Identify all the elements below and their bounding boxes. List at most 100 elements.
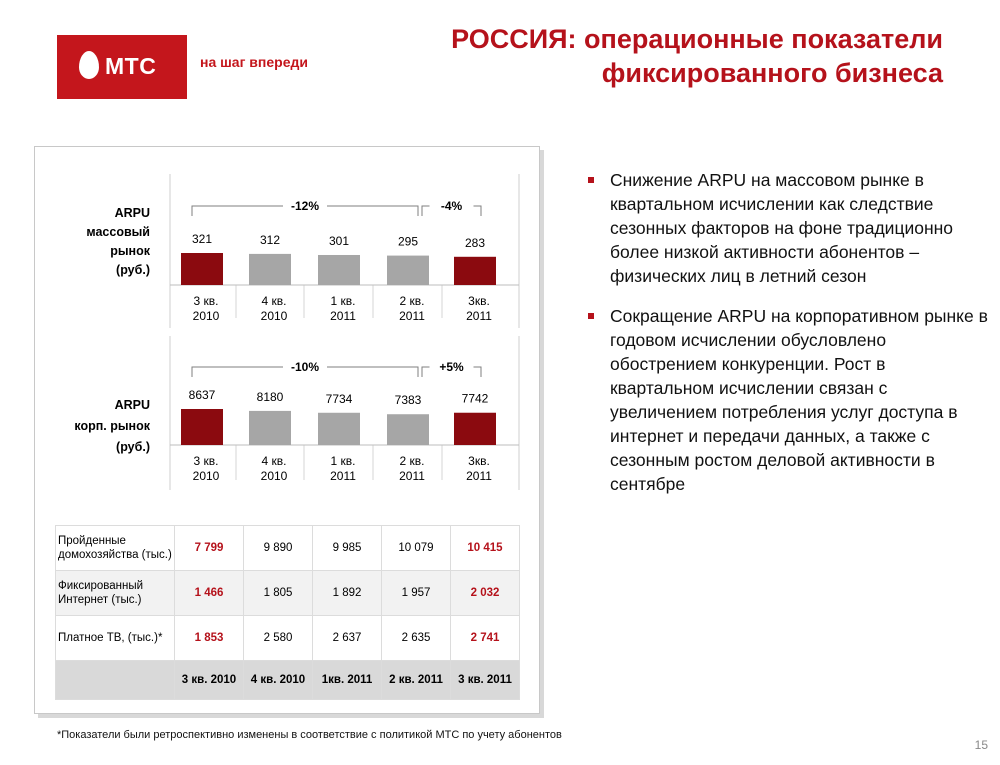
change-label: -4% xyxy=(441,199,463,213)
tick-label: 1 кв. xyxy=(331,294,356,308)
table-cell: 10 415 xyxy=(450,525,520,571)
tick-label: 3кв. xyxy=(468,294,490,308)
y-axis-label: ARPU xyxy=(115,398,150,412)
tick-label: 3кв. xyxy=(468,454,490,468)
change-label: +5% xyxy=(439,360,464,374)
table-row: Платное ТВ, (тыс.)* 1 853 2 580 2 637 2 … xyxy=(55,615,520,661)
metrics-table: Пройденные домохозяйства (тыс.) 7 799 9 … xyxy=(55,525,520,700)
data-label: 301 xyxy=(329,234,349,248)
metrics-table-wrap: Пройденные домохозяйства (тыс.) 7 799 9 … xyxy=(55,525,520,700)
bar xyxy=(249,253,291,285)
y-axis-label: рынок xyxy=(110,244,150,258)
y-axis-label: массовый xyxy=(86,225,150,239)
logo-text: МТС xyxy=(105,53,157,79)
table-cell: 2 580 xyxy=(243,615,313,661)
table-header-cell: 4 кв. 2010 xyxy=(243,660,313,700)
data-label: 7742 xyxy=(462,392,489,406)
bullet-icon xyxy=(588,313,594,319)
y-axis-label: корп. рынок xyxy=(74,419,150,433)
data-label: 283 xyxy=(465,236,485,250)
table-cell: 9 890 xyxy=(243,525,313,571)
list-item: Снижение ARPU на массовом рынке в кварта… xyxy=(588,168,988,288)
page-title: РОССИЯ: операционные показатели фиксиров… xyxy=(383,22,943,90)
tick-label: 4 кв. xyxy=(262,294,287,308)
tagline: на шаг впереди xyxy=(200,54,308,70)
row-label: Пройденные домохозяйства (тыс.) xyxy=(55,525,175,571)
table-header-cell: 3 кв. 2011 xyxy=(450,660,520,700)
change-bracket xyxy=(421,366,482,377)
table-cell: 1 466 xyxy=(174,570,244,616)
y-axis-label: ARPU xyxy=(115,206,150,220)
tick-label: 2 кв. xyxy=(400,294,425,308)
bullet-icon xyxy=(588,177,594,183)
data-label: 321 xyxy=(192,232,212,246)
bar xyxy=(318,254,360,285)
table-cell: 2 741 xyxy=(450,615,520,661)
row-label: Платное ТВ, (тыс.)* xyxy=(55,615,175,661)
table-cell: 2 032 xyxy=(450,570,520,616)
data-label: 312 xyxy=(260,233,280,247)
tick-label: 2010 xyxy=(193,309,220,323)
bar xyxy=(387,255,429,285)
tick-label: 2011 xyxy=(466,469,492,483)
bar xyxy=(318,412,360,445)
table-cell: 1 853 xyxy=(174,615,244,661)
table-cell: 1 892 xyxy=(312,570,382,616)
footnote: *Показатели были ретроспективно изменены… xyxy=(57,729,562,741)
bullet-text: Снижение ARPU на массовом рынке в кварта… xyxy=(610,170,954,286)
tick-label: 2010 xyxy=(261,469,288,483)
data-label: 7383 xyxy=(395,393,422,407)
data-label: 8180 xyxy=(257,390,284,404)
table-cell: 2 637 xyxy=(312,615,382,661)
bar xyxy=(387,414,429,445)
change-label: -10% xyxy=(291,360,319,374)
tick-label: 3 кв. xyxy=(194,454,219,468)
table-cell: 1 805 xyxy=(243,570,313,616)
tick-label: 2011 xyxy=(399,469,425,483)
tick-label: 2011 xyxy=(330,469,356,483)
tick-label: 2 кв. xyxy=(400,454,425,468)
tick-label: 2011 xyxy=(330,309,356,323)
change-bracket xyxy=(421,205,482,216)
table-row: Пройденные домохозяйства (тыс.) 7 799 9 … xyxy=(55,525,520,571)
y-axis-label: (руб.) xyxy=(116,440,150,454)
table-cell: 2 635 xyxy=(381,615,451,661)
table-cell: 10 079 xyxy=(381,525,451,571)
table-header-cell: 1кв. 2011 xyxy=(312,660,382,700)
data-label: 295 xyxy=(398,235,418,249)
data-label: 7734 xyxy=(326,392,353,406)
bullet-text: Сокращение ARPU на корпоративном рынке в… xyxy=(610,306,988,494)
bar xyxy=(454,256,496,285)
egg-icon xyxy=(79,51,99,79)
page-number: 15 xyxy=(974,738,988,752)
change-label: -12% xyxy=(291,199,319,213)
table-header-cell: 2 кв. 2011 xyxy=(381,660,451,700)
bar xyxy=(181,409,223,445)
bar xyxy=(454,412,496,445)
change-bracket xyxy=(191,366,419,377)
tick-label: 1 кв. xyxy=(331,454,356,468)
table-cell: 7 799 xyxy=(174,525,244,571)
title-line-1: РОССИЯ: операционные показатели xyxy=(451,24,943,54)
tick-label: 2010 xyxy=(193,469,220,483)
tick-label: 4 кв. xyxy=(262,454,287,468)
commentary-list: Снижение ARPU на массовом рынке в кварта… xyxy=(588,168,988,512)
table-header-cell: 3 кв. 2010 xyxy=(174,660,244,700)
change-bracket xyxy=(191,205,419,216)
bar xyxy=(181,253,223,285)
table-cell: 9 985 xyxy=(312,525,382,571)
header-blank xyxy=(55,660,175,700)
tick-label: 2010 xyxy=(261,309,288,323)
data-label: 8637 xyxy=(189,388,216,402)
tick-label: 2011 xyxy=(399,309,425,323)
table-cell: 1 957 xyxy=(381,570,451,616)
y-axis-label: (руб.) xyxy=(116,263,150,277)
tick-label: 3 кв. xyxy=(194,294,219,308)
table-header-row: 3 кв. 2010 4 кв. 2010 1кв. 2011 2 кв. 20… xyxy=(55,660,520,700)
bar xyxy=(249,410,291,445)
title-line-2: фиксированного бизнеса xyxy=(601,58,943,88)
row-label: Фиксированный Интернет (тыс.) xyxy=(55,570,175,616)
table-row: Фиксированный Интернет (тыс.) 1 466 1 80… xyxy=(55,570,520,616)
mts-logo: МТС xyxy=(57,35,187,99)
